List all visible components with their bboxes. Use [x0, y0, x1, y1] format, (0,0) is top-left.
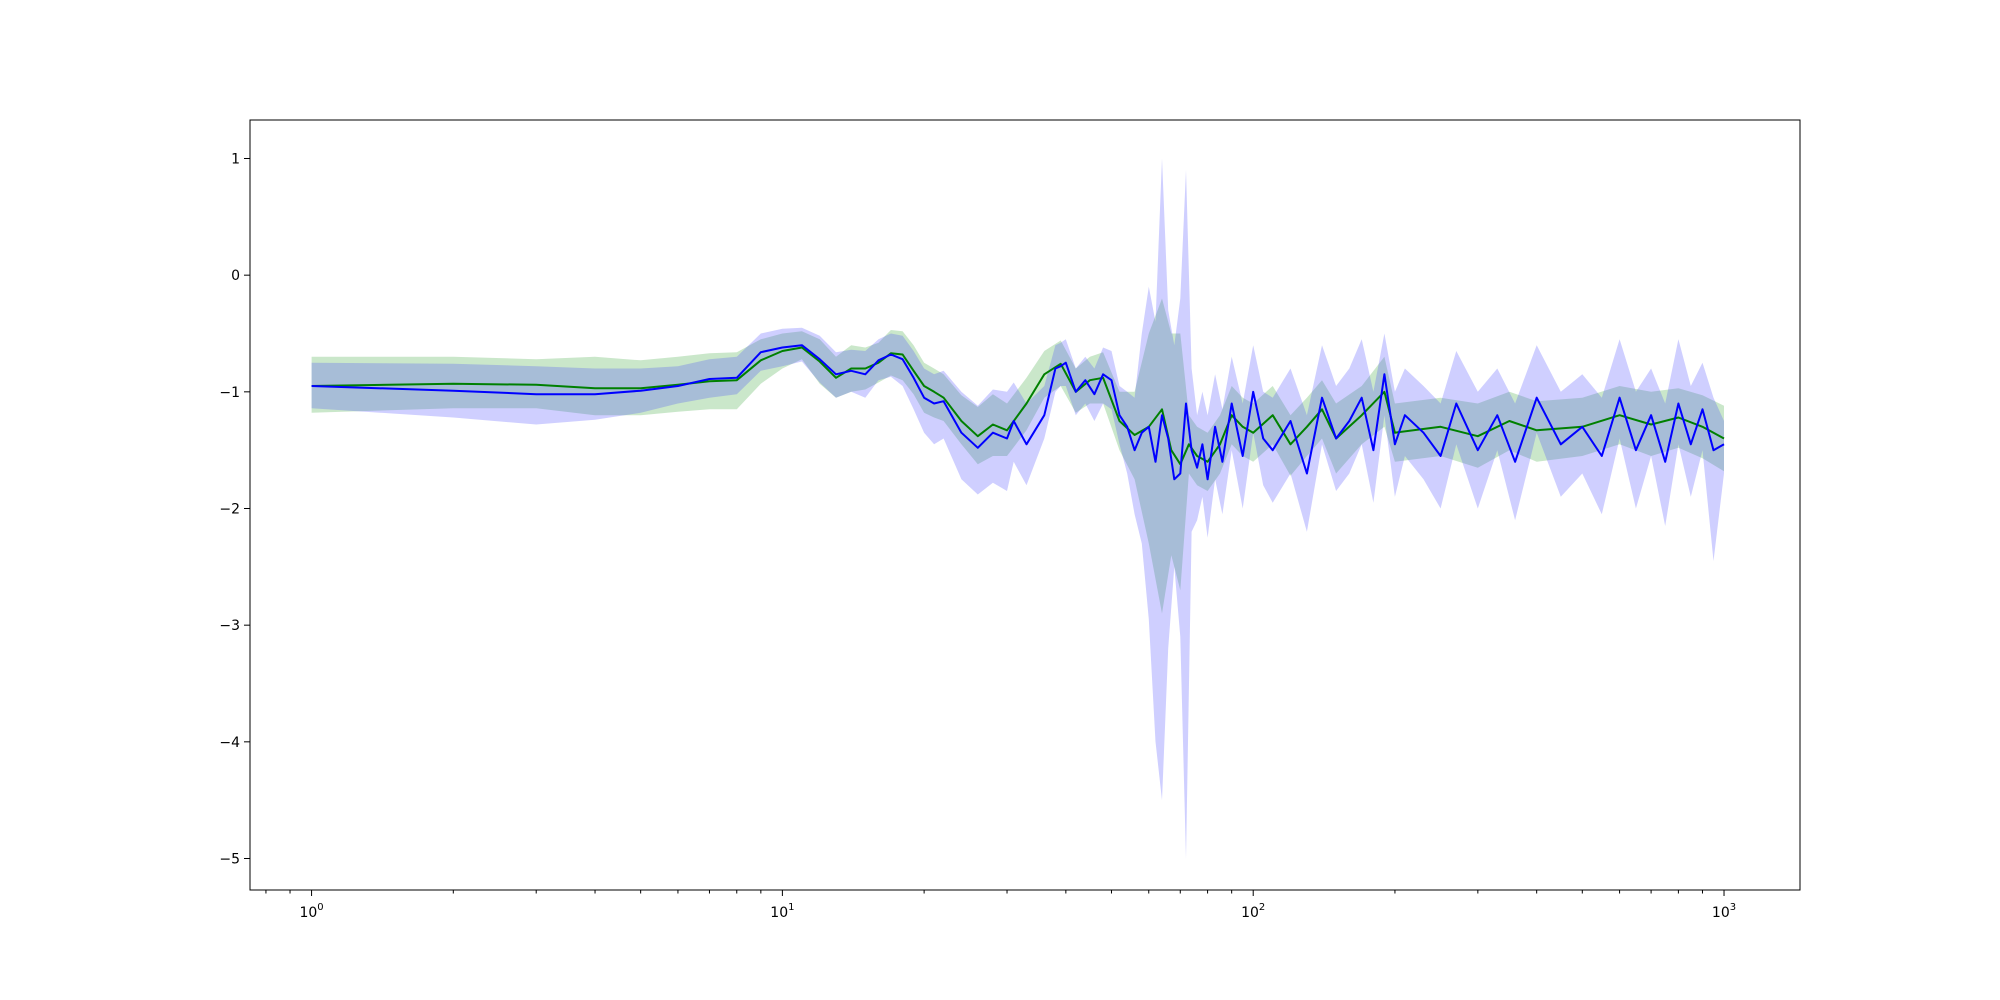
series-1-confidence-band [311, 298, 1725, 614]
x-tick-label: 102 [1241, 902, 1265, 921]
x-tick-label: 101 [770, 902, 794, 921]
series-group [311, 158, 1725, 859]
y-axis: 1 0 −1 −2 −3 −4 −5 [219, 152, 250, 868]
y-tick-label: 1 [231, 152, 240, 168]
y-tick-label: −2 [219, 502, 240, 518]
y-tick-label: −5 [219, 852, 240, 868]
y-tick-label: −3 [219, 618, 240, 634]
x-tick-label: 100 [299, 902, 323, 921]
series-2-line [311, 344, 1725, 481]
plot-area [311, 158, 1725, 859]
axes-frame [249, 119, 1801, 891]
y-tick-label: −4 [219, 735, 240, 751]
y-tick-label: 0 [231, 268, 240, 284]
x-axis: 100 101 102 103 [265, 890, 1736, 921]
x-tick-label: 103 [1712, 902, 1736, 921]
y-tick-label: −1 [219, 385, 240, 401]
